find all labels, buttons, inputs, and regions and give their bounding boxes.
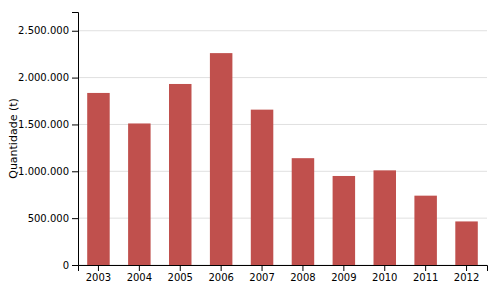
y-tick-mark	[72, 31, 78, 32]
y-tick-label: 2.500.000	[18, 25, 69, 36]
x-tick: 2003	[86, 265, 111, 283]
y-tick-label: 1.000.000	[18, 166, 69, 177]
bar	[128, 123, 150, 265]
x-tick-label: 2007	[249, 272, 274, 283]
y-tick-mark	[72, 171, 78, 172]
chart-container: 2003 2004 2005 2006 2007 2008 2009 2010 2011 2012…	[0, 0, 501, 293]
y-tick-mark	[72, 124, 78, 125]
x-tick-label: 2004	[127, 272, 152, 283]
y-tick: 1.500.000	[18, 119, 78, 130]
x-tick-label: 2009	[331, 272, 356, 283]
x-axis-line	[79, 266, 488, 272]
x-tick-mark	[425, 265, 426, 271]
x-tick: 2007	[249, 265, 274, 283]
bar	[251, 110, 273, 265]
x-tick-mark	[302, 265, 303, 271]
grid-line	[78, 30, 487, 31]
x-tick-mark	[139, 265, 140, 271]
x-tick: 2006	[208, 265, 233, 283]
x-tick: 2004	[127, 265, 152, 283]
y-tick: 1.000.000	[18, 166, 78, 177]
y-tick: 2.000.000	[18, 72, 78, 83]
x-tick-label: 2006	[208, 272, 233, 283]
bar	[87, 93, 109, 265]
y-tick-mark	[72, 265, 78, 266]
x-tick-label: 2011	[413, 272, 438, 283]
x-tick-label: 2008	[290, 272, 315, 283]
x-tick-label: 2010	[372, 272, 397, 283]
bar	[210, 53, 232, 265]
plot: 2003 2004 2005 2006 2007 2008 2009 2010 2011 2012…	[18, 13, 487, 284]
bar	[333, 176, 355, 265]
x-tick: 2008	[290, 265, 315, 283]
bar	[292, 158, 314, 265]
chart-svg: 2003 2004 2005 2006 2007 2008 2009 2010 2011 2012…	[0, 0, 501, 293]
y-axis-line	[72, 13, 79, 266]
bars	[87, 53, 478, 265]
x-tick-mark	[262, 265, 263, 271]
grid	[78, 31, 487, 265]
x-tick-label: 2003	[86, 272, 111, 283]
y-axis: 0 500.000 1.000.000 1.500.000 2.000.000 2.500…	[18, 13, 78, 271]
x-tick-mark	[343, 265, 344, 271]
x-tick: 2005	[168, 265, 193, 283]
y-tick-label: 0	[63, 260, 69, 271]
bar	[374, 170, 396, 265]
y-tick: 2.500.000	[18, 25, 78, 36]
y-tick: 0	[63, 260, 78, 271]
x-tick-mark	[180, 265, 181, 271]
x-tick-label: 2012	[454, 272, 479, 283]
y-tick-mark	[72, 78, 78, 79]
x-axis: 2003 2004 2005 2006 2007 2008 2009 2010 2011 2012	[79, 265, 488, 283]
y-tick-label: 2.000.000	[18, 72, 69, 83]
y-tick-mark	[72, 218, 78, 219]
x-tick: 2012	[454, 265, 479, 283]
x-tick: 2011	[413, 265, 438, 283]
x-tick-label: 2005	[168, 272, 193, 283]
bar	[455, 221, 477, 265]
x-tick-mark	[98, 265, 99, 271]
y-tick-label: 500.000	[28, 213, 69, 224]
bar	[169, 84, 191, 265]
y-tick-label: 1.500.000	[18, 119, 69, 130]
y-tick: 500.000	[28, 213, 78, 224]
x-tick: 2010	[372, 265, 397, 283]
x-tick-mark	[384, 265, 385, 271]
x-tick-mark	[221, 265, 222, 271]
x-tick-mark	[466, 265, 467, 271]
y-axis-title: Quantidade (t)	[7, 98, 20, 179]
bar	[414, 196, 436, 265]
x-tick: 2009	[331, 265, 356, 283]
grid-line	[78, 77, 487, 78]
